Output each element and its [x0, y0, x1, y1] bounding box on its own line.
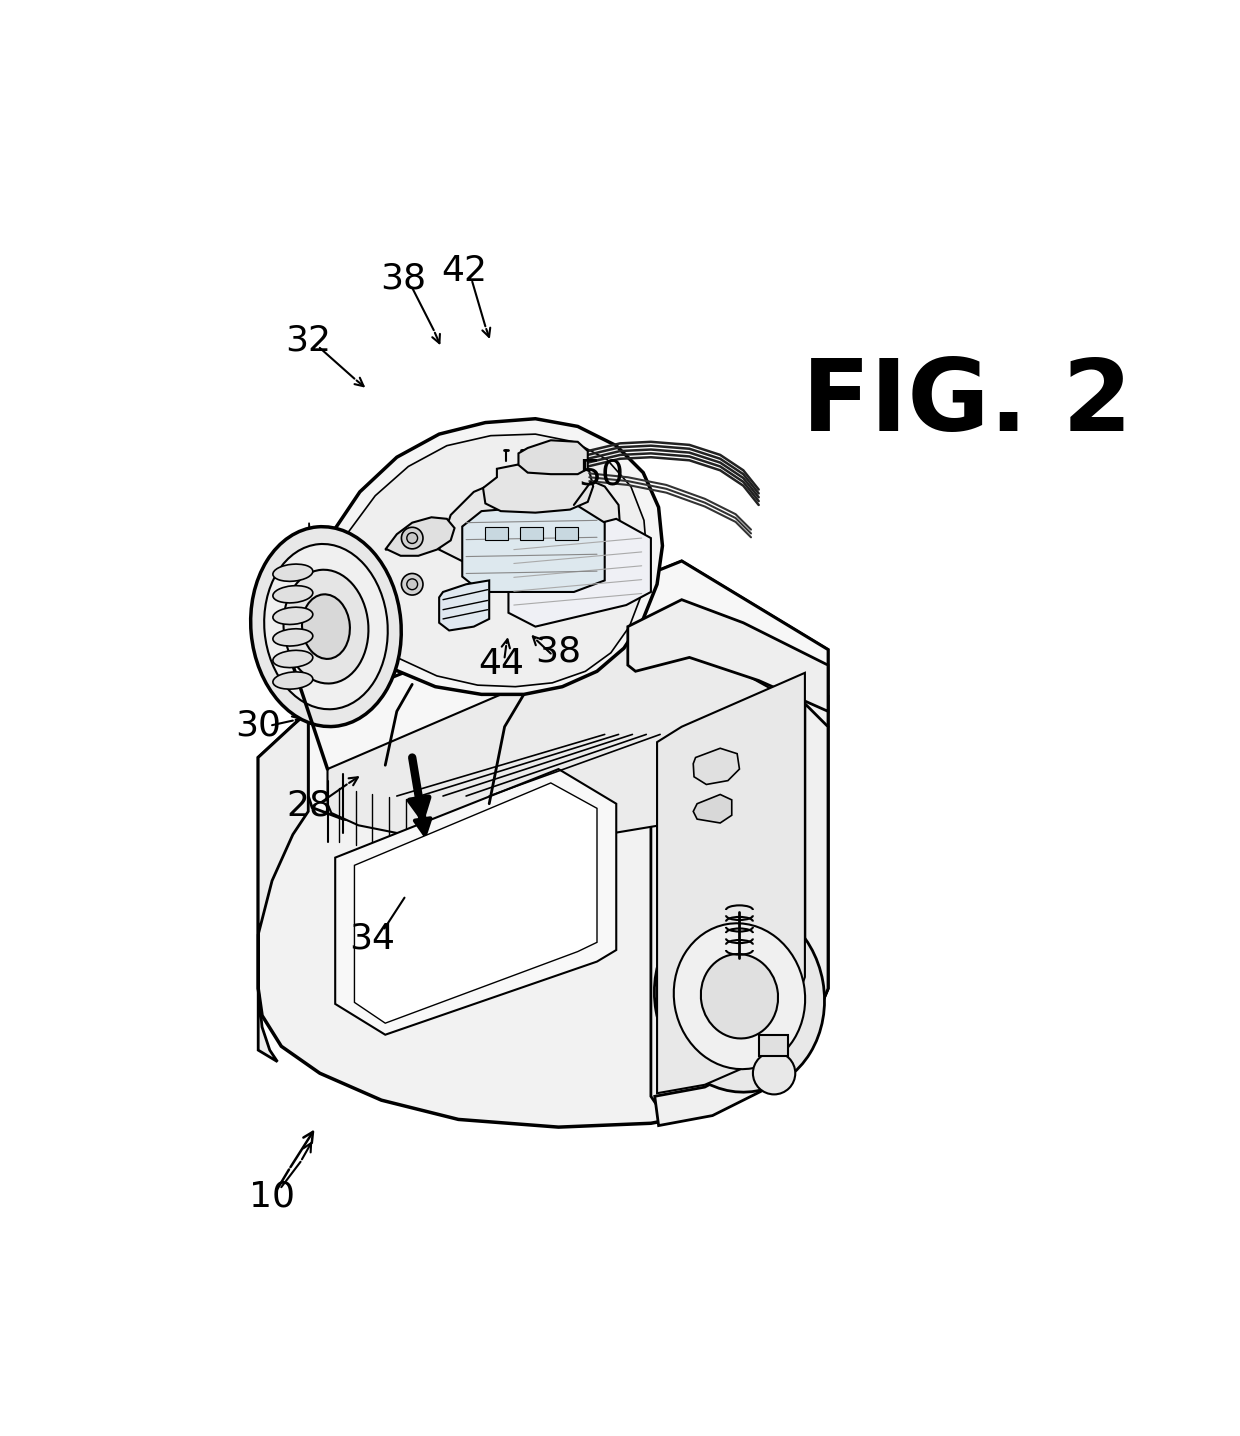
Ellipse shape [250, 527, 402, 727]
Ellipse shape [273, 586, 312, 603]
Ellipse shape [264, 544, 388, 709]
Bar [759, 1035, 787, 1057]
Ellipse shape [273, 672, 312, 689]
Ellipse shape [273, 564, 312, 582]
Polygon shape [693, 748, 739, 784]
Bar [485, 527, 508, 540]
Bar [520, 527, 543, 540]
Ellipse shape [303, 595, 350, 659]
Ellipse shape [273, 629, 312, 646]
Text: 32: 32 [285, 323, 331, 358]
Polygon shape [463, 504, 605, 592]
Text: 34: 34 [350, 922, 396, 955]
Text: 30: 30 [236, 708, 281, 742]
Ellipse shape [273, 651, 312, 668]
Text: FIG. 2: FIG. 2 [801, 355, 1132, 452]
Text: 28: 28 [286, 788, 332, 823]
Polygon shape [327, 626, 805, 840]
Polygon shape [439, 580, 490, 630]
Polygon shape [335, 770, 616, 1035]
Polygon shape [355, 783, 596, 1024]
Bar [554, 527, 578, 540]
Polygon shape [293, 419, 662, 695]
Polygon shape [386, 517, 455, 556]
Polygon shape [309, 561, 828, 827]
Text: 42: 42 [441, 254, 487, 287]
Ellipse shape [407, 533, 418, 543]
Ellipse shape [284, 570, 368, 684]
Ellipse shape [402, 573, 423, 595]
Ellipse shape [402, 527, 423, 549]
Polygon shape [655, 704, 828, 1126]
Ellipse shape [673, 923, 805, 1070]
Text: 44: 44 [477, 646, 523, 681]
Ellipse shape [407, 579, 418, 590]
Polygon shape [518, 441, 588, 474]
Polygon shape [657, 673, 805, 1093]
Polygon shape [651, 669, 828, 1120]
Ellipse shape [273, 607, 312, 625]
Text: 38: 38 [379, 261, 427, 296]
Polygon shape [258, 711, 309, 1061]
Ellipse shape [753, 1053, 795, 1094]
Text: 38: 38 [536, 635, 582, 668]
Polygon shape [258, 561, 828, 1127]
Polygon shape [484, 461, 593, 513]
Text: 10: 10 [249, 1179, 295, 1213]
Ellipse shape [701, 954, 777, 1038]
Polygon shape [309, 434, 647, 686]
Polygon shape [627, 600, 828, 711]
Text: 50: 50 [578, 457, 624, 491]
Polygon shape [508, 518, 651, 626]
Polygon shape [439, 472, 620, 586]
Polygon shape [693, 794, 732, 823]
Ellipse shape [655, 900, 825, 1093]
